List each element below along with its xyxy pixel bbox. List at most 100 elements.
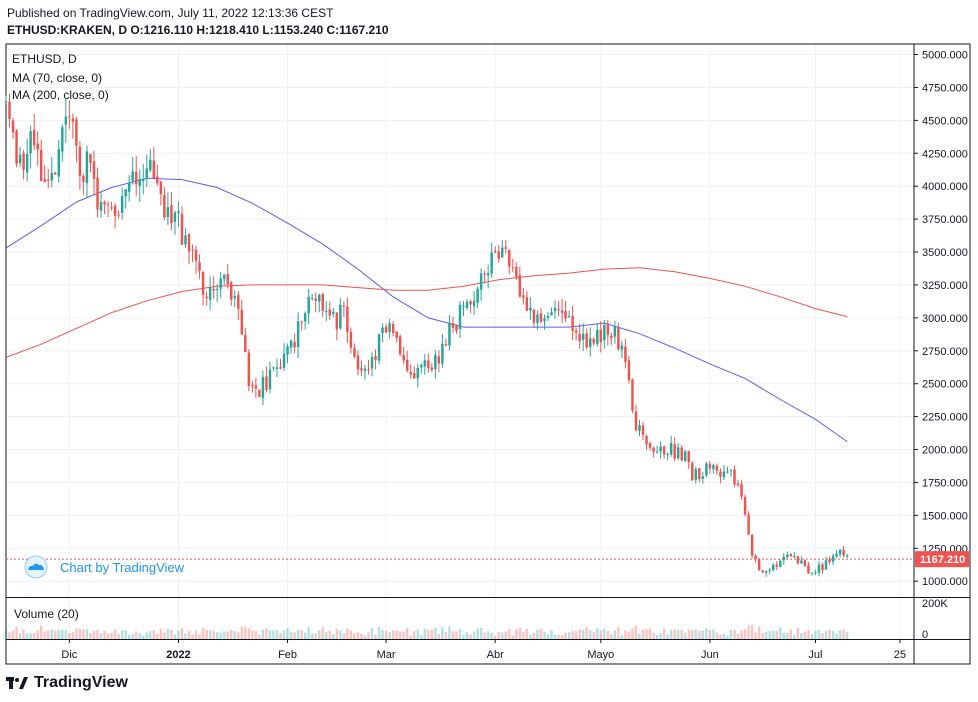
- candle-body: [553, 307, 557, 312]
- candle-body: [317, 294, 321, 302]
- candle-body: [409, 372, 412, 375]
- candle-body: [349, 331, 353, 348]
- footer-brand-text: TradingView: [34, 674, 128, 691]
- volume-bar: [289, 632, 293, 639]
- volume-bar: [47, 630, 50, 639]
- price-tick-label: 2250.000: [922, 412, 968, 424]
- volume-bar: [747, 625, 750, 639]
- volume-bar: [261, 629, 265, 639]
- candle-body: [226, 273, 229, 285]
- volume-bar: [194, 630, 198, 639]
- candle-body: [465, 301, 469, 309]
- volume-bar: [342, 633, 346, 639]
- volume-bar: [817, 630, 821, 639]
- candle-body: [423, 360, 427, 367]
- candle-body: [177, 211, 180, 214]
- volume-bar: [405, 628, 409, 639]
- volume-bar: [838, 630, 842, 639]
- candle-body: [268, 369, 272, 390]
- volume-bar: [163, 632, 166, 639]
- candle-body: [205, 296, 208, 299]
- candle-body: [272, 367, 275, 369]
- volume-bar: [398, 631, 402, 639]
- chart-frame: [5, 43, 971, 665]
- volume-bar: [388, 632, 391, 639]
- candle-body: [845, 555, 849, 557]
- volume-bar: [50, 629, 53, 639]
- volume-bar: [173, 634, 177, 639]
- candle-body: [715, 465, 719, 471]
- volume-bar: [353, 633, 356, 639]
- volume-bar: [687, 629, 690, 639]
- volume-bar: [120, 630, 124, 639]
- volume-bar: [138, 633, 141, 639]
- candle-body: [275, 367, 279, 369]
- volume-bar: [486, 631, 490, 639]
- volume-bar: [198, 634, 201, 639]
- candle-body: [64, 116, 68, 125]
- tradingview-watermark[interactable]: Chart by TradingView: [20, 555, 184, 579]
- volume-bar: [501, 632, 504, 639]
- candle-body: [15, 130, 18, 164]
- candle-body: [384, 326, 388, 333]
- candle-body: [571, 316, 574, 331]
- volume-bar: [310, 633, 314, 639]
- volume-bar: [187, 630, 191, 639]
- candle-body: [247, 352, 251, 386]
- volume-bar: [36, 630, 39, 639]
- volume-bar: [532, 633, 536, 639]
- volume-bar: [215, 632, 219, 639]
- volume-bar: [448, 626, 451, 639]
- volume-bar: [258, 634, 261, 639]
- price-tick-label: 3250.000: [922, 280, 968, 292]
- candle-body: [184, 235, 187, 245]
- volume-bar: [754, 632, 757, 639]
- volume-bar: [251, 630, 254, 639]
- candle-body: [761, 570, 764, 573]
- volume-bar: [557, 634, 560, 639]
- candle-body: [201, 272, 205, 295]
- candle-body: [71, 118, 75, 122]
- volume-bar: [15, 627, 18, 639]
- volume-bar: [409, 635, 412, 639]
- candle-body: [789, 554, 793, 557]
- candle-body: [529, 307, 532, 311]
- volume-bar: [391, 630, 395, 639]
- volume-bar: [479, 627, 483, 639]
- candle-body: [479, 273, 483, 290]
- volume-bar: [451, 631, 455, 639]
- volume-bar: [740, 630, 743, 639]
- price-tick-label: 2500.000: [922, 379, 968, 391]
- volume-bar: [779, 627, 782, 639]
- candle-body: [441, 343, 444, 364]
- time-tick-label: Feb: [278, 649, 297, 661]
- volume-bar: [205, 629, 208, 639]
- candle-body: [592, 339, 595, 344]
- volume-bar: [729, 629, 733, 639]
- volume-bar: [307, 626, 310, 639]
- candle-body: [800, 560, 803, 564]
- volume-bar: [719, 634, 722, 639]
- candle-body: [810, 572, 814, 574]
- volume-bar: [321, 627, 324, 639]
- candle-body: [705, 463, 708, 476]
- candle-body: [307, 296, 310, 314]
- candle-body: [106, 204, 110, 206]
- candle-body: [476, 288, 479, 303]
- volume-bar: [180, 628, 184, 639]
- candle-body: [138, 178, 141, 187]
- candle-body: [50, 172, 53, 181]
- candle-body: [11, 120, 15, 133]
- volume-bar: [624, 630, 627, 639]
- candle-body: [676, 447, 680, 459]
- candle-body: [356, 355, 360, 370]
- footer-brand[interactable]: TradingView: [6, 674, 128, 692]
- candle-body: [427, 360, 430, 369]
- volume-bar: [712, 629, 715, 639]
- candle-body: [828, 559, 831, 563]
- time-tick-label: Abr: [487, 649, 504, 661]
- candle-body: [655, 451, 659, 453]
- volume-bar: [423, 628, 427, 639]
- candle-body: [750, 534, 754, 556]
